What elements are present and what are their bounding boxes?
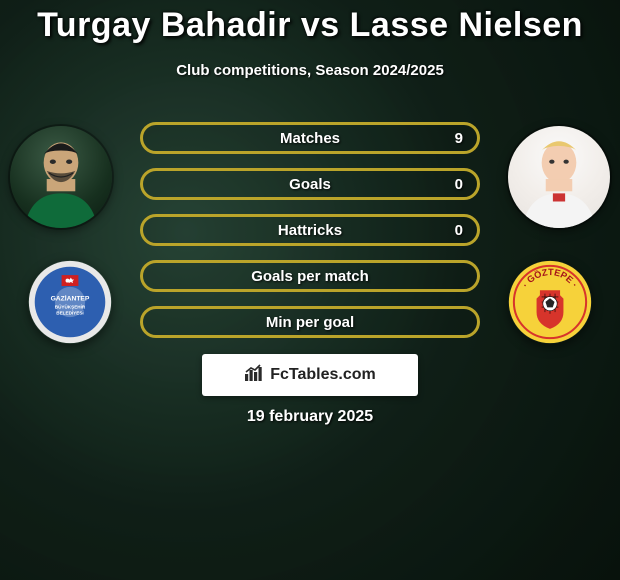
stat-pill: Min per goal [140, 306, 480, 338]
chart-icon [244, 364, 264, 387]
stat-value: 9 [455, 130, 463, 147]
stat-pill: Matches 9 [140, 122, 480, 154]
stat-pill: Goals 0 [140, 168, 480, 200]
stat-value: 0 [455, 222, 463, 239]
stat-pill: Hattricks 0 [140, 214, 480, 246]
snapshot-date: 19 february 2025 [0, 408, 620, 426]
club-right-badge: · GÖZTEPE · [508, 260, 592, 344]
stat-pill-list: Matches 9 Goals 0 Hattricks 0 Goals per … [140, 122, 480, 338]
player-right-avatar [508, 126, 610, 228]
svg-text:GAZİANTEP: GAZİANTEP [51, 293, 90, 302]
page-subtitle: Club competitions, Season 2024/2025 [0, 62, 620, 79]
stat-label: Goals [289, 176, 331, 193]
stat-label: Goals per match [251, 268, 369, 285]
club-left-badge: GAZİANTEP BÜYÜKŞEHİR BELEDİYESİ [28, 260, 112, 344]
svg-text:BELEDİYESİ: BELEDİYESİ [56, 310, 83, 316]
stat-pill: Goals per match [140, 260, 480, 292]
page-title: Turgay Bahadir vs Lasse Nielsen [0, 6, 620, 45]
stat-label: Matches [280, 130, 340, 147]
stat-value: 0 [455, 176, 463, 193]
svg-text:BÜYÜKŞEHİR: BÜYÜKŞEHİR [55, 304, 86, 310]
stat-label: Min per goal [266, 314, 354, 331]
stat-label: Hattricks [278, 222, 342, 239]
player-left-avatar [10, 126, 112, 228]
branding-text: FcTables.com [270, 366, 376, 384]
branding-box: FcTables.com [202, 354, 418, 396]
